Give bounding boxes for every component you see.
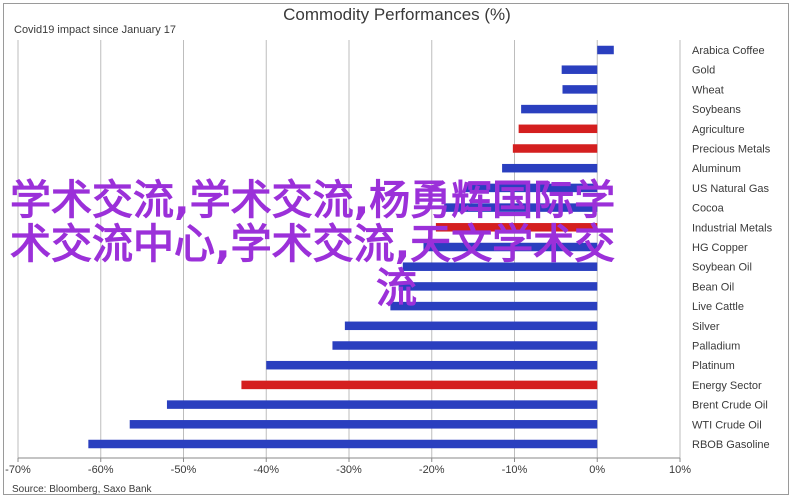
x-tick-label: -70% — [5, 464, 31, 476]
bar-wheat — [562, 85, 598, 94]
category-label: WTI Crude Oil — [692, 419, 762, 431]
bar-energy-sector — [241, 380, 598, 390]
bar-brent-crude-oil — [166, 400, 598, 409]
bar-rbob-gasoline — [88, 439, 598, 449]
bar-us-natural-gas — [464, 183, 598, 193]
category-label: Gold — [692, 65, 715, 77]
bar-soybean-oil — [402, 262, 598, 271]
category-label: Wheat — [692, 84, 724, 96]
category-label: Live Cattle — [692, 301, 744, 313]
bars — [88, 45, 614, 449]
x-tick-label: -60% — [88, 464, 114, 476]
x-tick-label: 0% — [589, 464, 605, 476]
chart-title: Commodity Performances (%) — [283, 5, 511, 24]
category-label: Aluminum — [692, 163, 741, 175]
bar-precious-metals — [512, 144, 598, 153]
bar-silver — [344, 321, 598, 331]
category-labels: Arabica Coffee Gold Wheat Soybeans Agricultu… — [692, 45, 773, 451]
category-label: Soybeans — [692, 104, 741, 116]
category-label: Arabica Coffee — [692, 45, 765, 57]
chart-frame — [3, 3, 789, 495]
category-label: Agriculture — [692, 124, 745, 136]
bar-soybeans — [521, 104, 598, 114]
category-label: Brent Crude Oil — [692, 400, 768, 412]
category-label: Cocoa — [692, 203, 725, 215]
bar-platinum — [266, 360, 598, 370]
category-label: Palladium — [692, 341, 740, 353]
x-tick-label: -10% — [502, 464, 528, 476]
chart-subtitle: Covid19 impact since January 17 — [14, 24, 177, 36]
category-label: Bean Oil — [692, 281, 734, 293]
x-axis-ticks: -70% -60% -50% -40% -30% -20% -10% 0% 10% — [5, 458, 691, 476]
category-label: Silver — [692, 321, 720, 333]
bar-aluminum — [502, 163, 598, 173]
bar-agriculture — [518, 124, 598, 134]
bar-gold — [561, 65, 598, 74]
bar-bean-oil — [398, 282, 598, 291]
bar-cocoa — [444, 203, 598, 212]
bar-palladium — [332, 341, 598, 350]
x-tick-label: -20% — [419, 464, 445, 476]
bar-industrial-metals — [435, 223, 598, 232]
x-tick-label: -40% — [253, 464, 279, 476]
category-label: US Natural Gas — [692, 183, 770, 195]
category-label: Energy Sector — [692, 380, 762, 392]
x-tick-label: 10% — [669, 464, 691, 476]
category-label: Industrial Metals — [692, 222, 773, 234]
category-label: RBOB Gasoline — [692, 439, 770, 451]
category-label: Platinum — [692, 360, 735, 372]
bar-arabica-coffee — [597, 45, 614, 55]
category-label: Precious Metals — [692, 144, 771, 156]
category-label: HG Copper — [692, 242, 748, 254]
x-tick-label: -30% — [336, 464, 362, 476]
bar-hg-copper — [423, 242, 598, 252]
bar-live-cattle — [390, 301, 598, 311]
x-tick-label: -50% — [171, 464, 197, 476]
chart-source: Source: Bloomberg, Saxo Bank — [12, 484, 152, 495]
category-label: Soybean Oil — [692, 262, 752, 274]
bar-wti-crude-oil — [129, 420, 598, 429]
